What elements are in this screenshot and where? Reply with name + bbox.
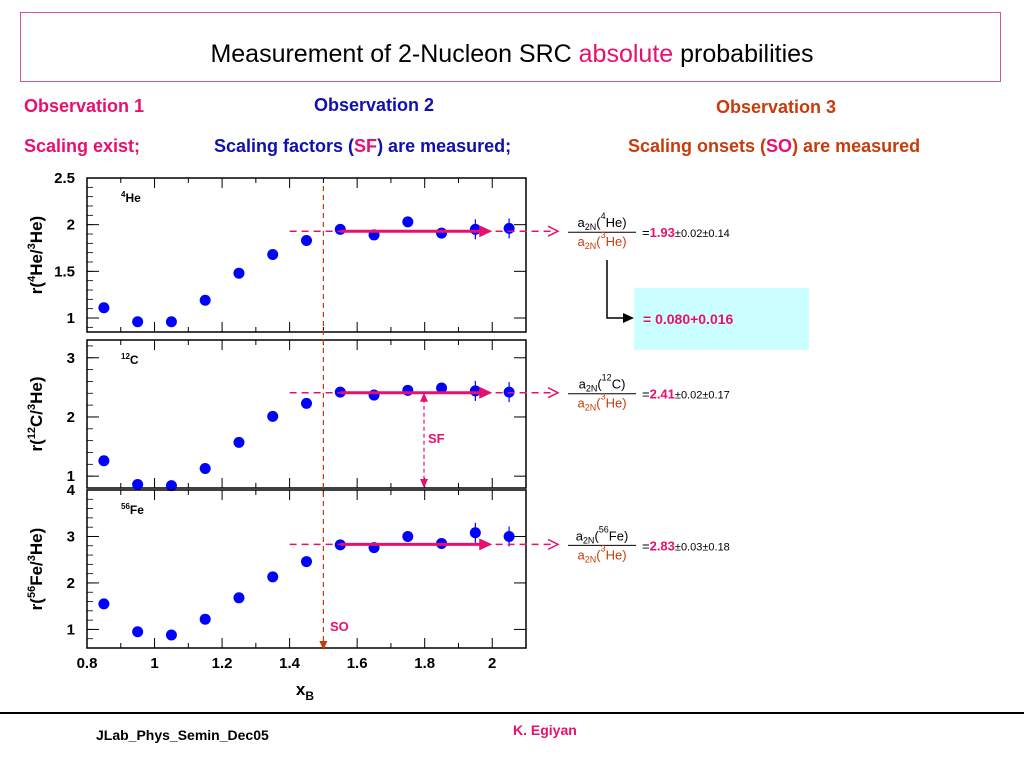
so-arrow-head xyxy=(319,641,328,650)
data-point xyxy=(165,629,177,641)
data-point xyxy=(165,316,177,328)
panel-1: 1 1.5 2 2.5 4He r(4He/3He) a2N(4He)a2N(3He) =1.… xyxy=(26,170,730,333)
data-point xyxy=(402,530,414,542)
result-value: = 0.080+0.016 xyxy=(643,311,734,327)
data-point xyxy=(301,556,312,568)
y-tick-label: 1 xyxy=(67,468,75,485)
data-point xyxy=(267,249,279,261)
panel-2: 1 2 3 12C r(12C/3He) a2N(12C)a2N(3He) =2.41±0.… xyxy=(26,339,730,492)
x-tick-label: 1.4 xyxy=(279,655,301,672)
data-point xyxy=(132,626,144,638)
ratio-value: =2.83±0.03±0.18 xyxy=(642,538,730,553)
data-point xyxy=(503,530,515,542)
data-point xyxy=(469,527,481,539)
y-axis-label: r(12C/3He) xyxy=(26,376,46,451)
ratio-denominator: a2N(3He) xyxy=(577,392,626,413)
data-point xyxy=(132,478,144,490)
ratio-numerator: a2N(12C) xyxy=(579,373,626,394)
data-point xyxy=(503,222,515,234)
data-point xyxy=(436,227,448,239)
data-point xyxy=(98,455,110,467)
data-point xyxy=(436,382,448,394)
ratio-numerator: a2N(4He) xyxy=(577,211,626,232)
footer-left: JLab_Phys_Semin_Dec05 xyxy=(96,727,269,743)
panel-label: 12C xyxy=(121,352,139,367)
panel-label: 56Fe xyxy=(121,502,144,517)
data-point xyxy=(233,267,245,279)
y-tick-label: 1 xyxy=(67,621,75,638)
y-tick-label: 2.5 xyxy=(54,170,75,187)
y-tick-label: 3 xyxy=(67,350,75,367)
data-point xyxy=(199,613,211,625)
arrow-head-open xyxy=(547,225,560,237)
obs3-heading: Observation 3 xyxy=(716,97,837,117)
ratio-value: =2.41±0.02±0.17 xyxy=(642,387,730,402)
data-point xyxy=(132,316,144,328)
ratio-denominator: a2N(3He) xyxy=(577,230,626,251)
data-point xyxy=(233,592,245,604)
arrow-head-open xyxy=(547,387,560,399)
title-highlight: absolute xyxy=(578,40,674,68)
plot-frame xyxy=(86,489,527,649)
panel-label: 4He xyxy=(121,190,141,205)
x-tick-label: 1.2 xyxy=(212,655,233,672)
obs3-text: Scaling onsets (SO) are measured xyxy=(628,136,921,156)
data-point xyxy=(469,385,481,397)
obs2-heading: Observation 2 xyxy=(314,95,435,115)
data-point xyxy=(267,571,279,583)
data-point xyxy=(267,410,279,422)
data-point xyxy=(301,397,312,409)
ratio-denominator: a2N(3He) xyxy=(577,543,626,564)
x-axis-label: xB xyxy=(296,680,314,703)
sf-arrow-head-top xyxy=(420,392,428,402)
data-point xyxy=(334,223,346,235)
arrow-head xyxy=(479,538,493,551)
y-tick-label: 4 xyxy=(67,482,76,499)
connector-arrow xyxy=(606,260,624,319)
data-point xyxy=(301,235,312,247)
arrow-head xyxy=(479,225,493,238)
y-tick-label: 2 xyxy=(67,409,75,426)
data-point xyxy=(469,223,481,235)
plot-frame xyxy=(86,339,527,489)
x-tick-label: 1.6 xyxy=(347,655,368,672)
plot-frame xyxy=(86,177,527,333)
so-label: SO xyxy=(330,619,349,634)
ratio-numerator: a2N(56Fe) xyxy=(576,524,629,545)
footer-divider xyxy=(0,712,1024,714)
connector-arrow-head xyxy=(623,313,634,323)
obs1-text: Scaling exist; xyxy=(24,136,141,156)
slide-title: Measurement of 2-Nucleon SRC absolute pr… xyxy=(210,40,814,68)
data-point xyxy=(402,216,414,228)
footer-right: K. Egiyan xyxy=(513,722,577,738)
sf-label: SF xyxy=(428,431,445,446)
y-tick-label: 2 xyxy=(67,217,75,234)
arrow-head xyxy=(479,386,493,399)
y-tick-label: 1 xyxy=(67,310,75,327)
data-point xyxy=(199,294,211,306)
x-tick-label: 2 xyxy=(488,655,496,672)
y-axis-label: r(56Fe/3He) xyxy=(26,528,46,611)
x-tick-label: 1 xyxy=(150,655,158,672)
data-point xyxy=(233,436,245,448)
arrow-head-open xyxy=(547,538,560,551)
y-tick-label: 2 xyxy=(67,575,75,592)
sf-arrow-head-bottom xyxy=(420,479,428,488)
panel-3: 1 2 3 4 56Fe r(56Fe/3He) a2N(56Fe)a2N(3He) =2.8… xyxy=(26,482,730,649)
data-point xyxy=(98,302,110,314)
title-box xyxy=(20,12,1001,82)
x-tick-label: 0.8 xyxy=(77,655,98,672)
result-box xyxy=(634,288,809,350)
y-axis-label: r(4He/3He) xyxy=(26,216,46,294)
data-point xyxy=(199,462,211,474)
obs1-heading: Observation 1 xyxy=(24,96,145,116)
y-tick-label: 1.5 xyxy=(54,263,75,280)
y-tick-label: 3 xyxy=(67,528,75,545)
ratio-value: =1.93±0.02±0.14 xyxy=(642,225,730,240)
data-point xyxy=(98,598,110,610)
obs2-text: Scaling factors (SF) are measured; xyxy=(214,136,512,156)
data-point xyxy=(165,480,177,492)
x-tick-label: 1.8 xyxy=(414,655,435,672)
